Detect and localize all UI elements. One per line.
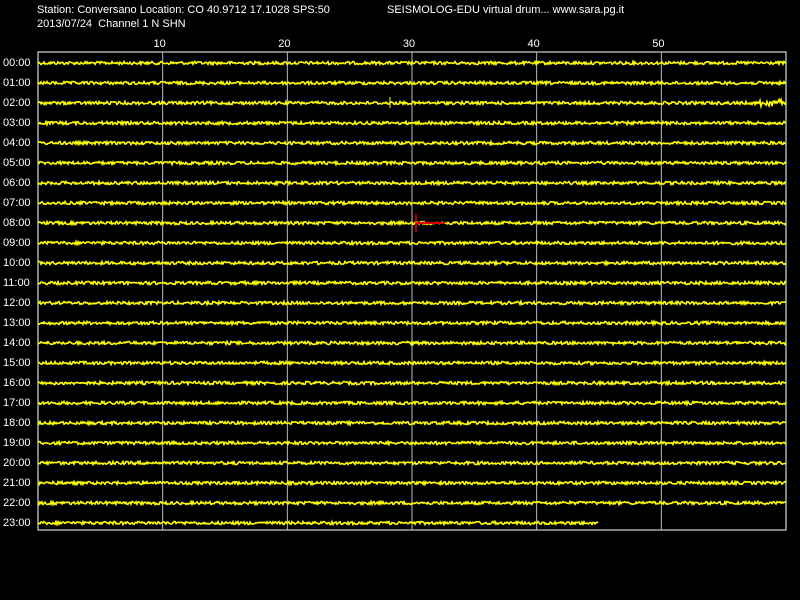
seismic-trace: [37, 419, 787, 427]
hour-label: 02:00: [3, 97, 31, 109]
minute-tick-label: 50: [652, 38, 664, 50]
seismic-trace: [37, 519, 599, 527]
hour-label: 20:00: [3, 457, 31, 469]
seismic-trace: [37, 119, 787, 127]
seismic-trace: [37, 439, 787, 447]
minute-tick-label: 10: [154, 38, 166, 50]
seismic-trace: [37, 299, 787, 307]
minute-tick-label: 30: [403, 38, 415, 50]
seismic-trace: [37, 139, 786, 147]
hour-label: 21:00: [3, 477, 31, 489]
seismic-trace: [37, 79, 787, 87]
hour-label: 07:00: [3, 197, 31, 209]
seismic-trace: [38, 359, 787, 367]
seismic-trace: [37, 179, 787, 187]
hour-label: 13:00: [3, 317, 31, 329]
hour-label: 17:00: [3, 397, 31, 409]
hour-label: 15:00: [3, 357, 31, 369]
seismic-trace: [37, 339, 787, 347]
hour-label: 22:00: [3, 497, 31, 509]
hour-label: 12:00: [3, 297, 31, 309]
hour-label: 04:00: [3, 137, 31, 149]
hour-label: 11:00: [3, 277, 30, 289]
hour-label: 09:00: [3, 237, 31, 249]
hour-label: 06:00: [3, 177, 31, 189]
station-info: Station: Conversano Location: CO 40.9712…: [37, 4, 330, 16]
hour-label: 10:00: [3, 257, 31, 269]
hour-label: 01:00: [3, 77, 31, 89]
app-title: SEISMOLOG-EDU virtual drum... www.sara.p…: [387, 4, 624, 16]
seismic-trace: [37, 59, 787, 67]
hour-label: 08:00: [3, 217, 31, 229]
seismic-trace: [37, 379, 787, 387]
seismic-trace: [37, 199, 787, 207]
seismic-trace: [37, 279, 787, 287]
seismic-trace: [37, 319, 786, 328]
seismic-trace: [37, 399, 787, 407]
hour-label: 23:00: [3, 517, 31, 529]
hour-label: 16:00: [3, 377, 31, 389]
seismic-trace: [37, 459, 787, 467]
hour-label: 05:00: [3, 157, 31, 169]
seismic-trace: [37, 219, 787, 227]
hour-label: 19:00: [3, 437, 31, 449]
seismic-trace: [37, 239, 787, 247]
seismic-trace: [37, 96, 787, 110]
seismic-trace: [37, 159, 787, 167]
hour-label: 03:00: [3, 117, 31, 129]
minute-tick-label: 40: [528, 38, 540, 50]
seismic-trace: [37, 479, 787, 487]
seismic-trace: [37, 499, 787, 507]
minute-tick-label: 20: [278, 38, 290, 50]
hour-label: 14:00: [3, 337, 31, 349]
seismic-trace: [38, 259, 787, 267]
date-channel: 2013/07/24 Channel 1 N SHN: [37, 18, 186, 30]
hour-label: 18:00: [3, 417, 31, 429]
hour-label: 00:00: [3, 57, 31, 69]
